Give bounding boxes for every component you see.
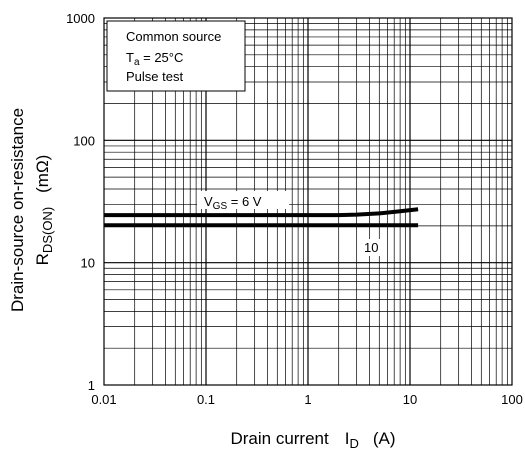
y-tick-label: 10: [81, 256, 95, 271]
series-label-10-text: 10: [364, 240, 378, 255]
series-layer: [104, 207, 419, 228]
y-tick-label: 1000: [66, 11, 95, 26]
y-axis-label-symbol: RDS(ON)(mΩ): [33, 155, 55, 266]
y-tick-label: 100: [73, 133, 95, 148]
x-tick-label: 1: [304, 392, 311, 407]
condition-temperature: Ta = 25°C: [126, 50, 183, 68]
condition-pulse: Pulse test: [126, 69, 183, 84]
x-tick-label: 10: [403, 392, 417, 407]
series-label-10: 10: [360, 239, 382, 256]
series-label-vgs6: VGS = 6 V: [197, 191, 289, 212]
plot-frame: [103, 17, 513, 386]
x-tick-label: 0.01: [91, 392, 116, 407]
x-axis-label: Drain current ID (A): [230, 429, 395, 451]
y-axis-label: Drain-source on-resistance: [8, 108, 27, 312]
y-tick-label: 1: [88, 378, 95, 393]
series-label-vgs6-text: VGS = 6 V: [204, 194, 262, 212]
y-tick-labels: 1 10 100 1000: [66, 11, 95, 393]
conditions-box: Common source Ta = 25°C Pulse test: [106, 20, 246, 92]
x-tick-label: 100: [501, 392, 523, 407]
x-tick-labels: 0.01 0.1 1 10 100: [91, 392, 523, 407]
series-line-0: [104, 207, 419, 218]
condition-source: Common source: [126, 29, 221, 44]
x-tick-label: 0.1: [197, 392, 215, 407]
